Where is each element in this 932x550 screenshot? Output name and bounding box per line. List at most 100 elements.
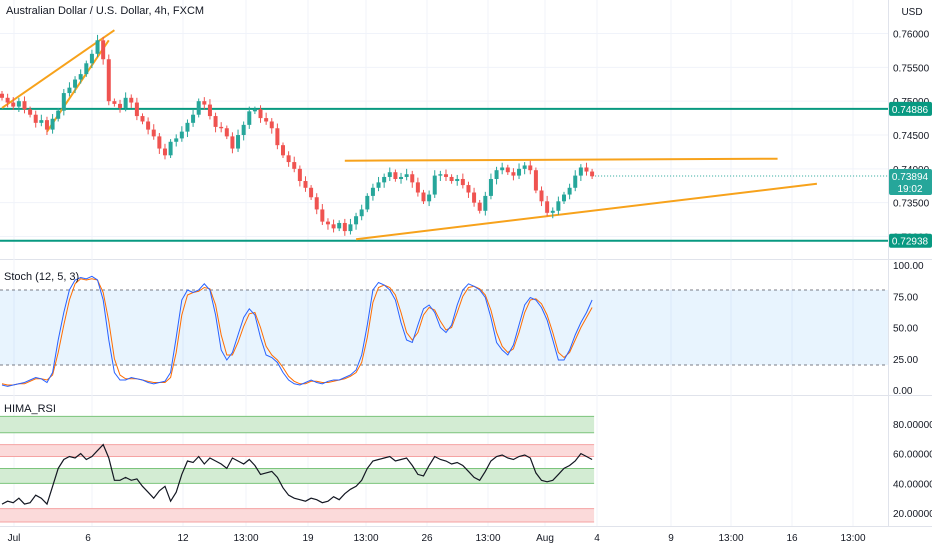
candle-up[interactable] xyxy=(483,195,488,211)
candle-down[interactable] xyxy=(314,197,319,210)
candle-down[interactable] xyxy=(297,168,302,182)
candle-down[interactable] xyxy=(533,170,538,191)
candle-down[interactable] xyxy=(460,178,465,186)
candle-down[interactable] xyxy=(0,93,4,98)
candle-up[interactable] xyxy=(61,93,66,111)
candle-up[interactable] xyxy=(179,131,184,139)
candle-down[interactable] xyxy=(466,185,471,193)
candle-up[interactable] xyxy=(196,101,201,115)
candle-up[interactable] xyxy=(84,63,89,75)
candle-up[interactable] xyxy=(191,114,196,123)
candle-up[interactable] xyxy=(376,182,381,188)
candle-down[interactable] xyxy=(213,116,218,127)
candle-down[interactable] xyxy=(590,171,595,177)
candle-up[interactable] xyxy=(387,172,392,177)
candle-up[interactable] xyxy=(556,201,561,211)
candle-down[interactable] xyxy=(134,102,139,117)
candle-down[interactable] xyxy=(292,162,297,169)
candle-down[interactable] xyxy=(207,104,212,117)
candle-up[interactable] xyxy=(494,170,499,179)
candle-down[interactable] xyxy=(286,155,291,163)
candle-down[interactable] xyxy=(472,192,477,203)
candle-down[interactable] xyxy=(5,97,10,103)
candle-up[interactable] xyxy=(89,53,94,64)
candle-up[interactable] xyxy=(348,224,353,232)
candle-up[interactable] xyxy=(578,167,583,176)
candle-down[interactable] xyxy=(505,167,510,173)
candle-up[interactable] xyxy=(500,167,505,171)
candle-up[interactable] xyxy=(67,87,72,94)
candle-down[interactable] xyxy=(264,118,269,122)
triangle-support[interactable] xyxy=(355,182,818,241)
candle-down[interactable] xyxy=(281,145,285,156)
candle-up[interactable] xyxy=(522,165,527,169)
candle-down[interactable] xyxy=(202,101,207,105)
candle-up[interactable] xyxy=(16,101,21,107)
candle-up[interactable] xyxy=(370,187,375,196)
candle-down[interactable] xyxy=(33,114,38,123)
candle-down[interactable] xyxy=(511,172,516,176)
candle-up[interactable] xyxy=(399,176,404,179)
candle-down[interactable] xyxy=(230,136,235,149)
candle-up[interactable] xyxy=(174,138,179,142)
rsi-axis[interactable]: 80.00000 60.00000 40.00000 20.00000 xyxy=(893,420,932,520)
candle-down[interactable] xyxy=(443,174,448,177)
candle-down[interactable] xyxy=(146,121,151,130)
candle-up[interactable] xyxy=(73,79,78,88)
candle-up[interactable] xyxy=(123,97,128,108)
stoch-d-line[interactable] xyxy=(1,278,593,386)
candle-down[interactable] xyxy=(393,172,398,179)
candle-up[interactable] xyxy=(252,109,257,112)
candle-up[interactable] xyxy=(488,178,493,196)
candle-up[interactable] xyxy=(95,40,100,54)
candle-up[interactable] xyxy=(517,168,522,176)
candle-up[interactable] xyxy=(78,74,83,80)
candle-down[interactable] xyxy=(140,116,145,122)
candle-down[interactable] xyxy=(449,176,454,182)
candle-up[interactable] xyxy=(50,118,55,130)
candle-up[interactable] xyxy=(39,120,44,123)
candle-down[interactable] xyxy=(331,224,336,229)
candle-up[interactable] xyxy=(562,194,566,202)
candle-down[interactable] xyxy=(303,181,308,188)
candle-down[interactable] xyxy=(11,102,16,107)
candle-down[interactable] xyxy=(342,222,347,232)
candle-down[interactable] xyxy=(415,182,420,193)
candle-down[interactable] xyxy=(106,59,111,102)
candle-up[interactable] xyxy=(455,178,460,182)
candle-up[interactable] xyxy=(365,195,370,210)
candle-up[interactable] xyxy=(550,210,555,213)
candle-up[interactable] xyxy=(432,175,437,195)
candle-down[interactable] xyxy=(101,40,106,60)
candle-down[interactable] xyxy=(275,128,280,146)
candle-up[interactable] xyxy=(404,174,409,177)
stoch-axis[interactable]: 100.00 75.00 50.00 25.00 0.00 xyxy=(893,261,924,397)
candle-down[interactable] xyxy=(269,121,274,129)
candle-down[interactable] xyxy=(22,101,27,110)
candle-down[interactable] xyxy=(44,120,49,130)
candle-down[interactable] xyxy=(151,129,156,137)
candle-down[interactable] xyxy=(112,101,117,104)
candle-down[interactable] xyxy=(258,109,263,119)
candle-up[interactable] xyxy=(427,194,432,202)
candle-down[interactable] xyxy=(162,148,167,156)
candle-up[interactable] xyxy=(382,176,387,183)
candle-up[interactable] xyxy=(185,122,190,132)
candle-up[interactable] xyxy=(359,209,364,217)
price-axis[interactable]: 0.760000.755000.750000.745000.740000.735… xyxy=(893,30,930,244)
candle-down[interactable] xyxy=(421,192,426,202)
candle-down[interactable] xyxy=(118,103,123,108)
candle-up[interactable] xyxy=(438,174,443,176)
candle-up[interactable] xyxy=(56,110,61,119)
candle-up[interactable] xyxy=(337,222,342,229)
candle-down[interactable] xyxy=(320,209,325,222)
candlestick-series[interactable] xyxy=(0,34,595,236)
stoch-series[interactable] xyxy=(0,275,888,387)
time-axis[interactable]: Jul 6 12 13:00 19 13:00 26 13:00 Aug 4 9 13:00 16 13:… xyxy=(8,533,866,544)
candle-up[interactable] xyxy=(573,175,578,188)
candle-up[interactable] xyxy=(241,124,246,136)
candle-up[interactable] xyxy=(168,141,173,156)
candle-down[interactable] xyxy=(157,136,162,149)
candle-up[interactable] xyxy=(567,187,572,195)
rsi-series[interactable] xyxy=(1,443,593,506)
